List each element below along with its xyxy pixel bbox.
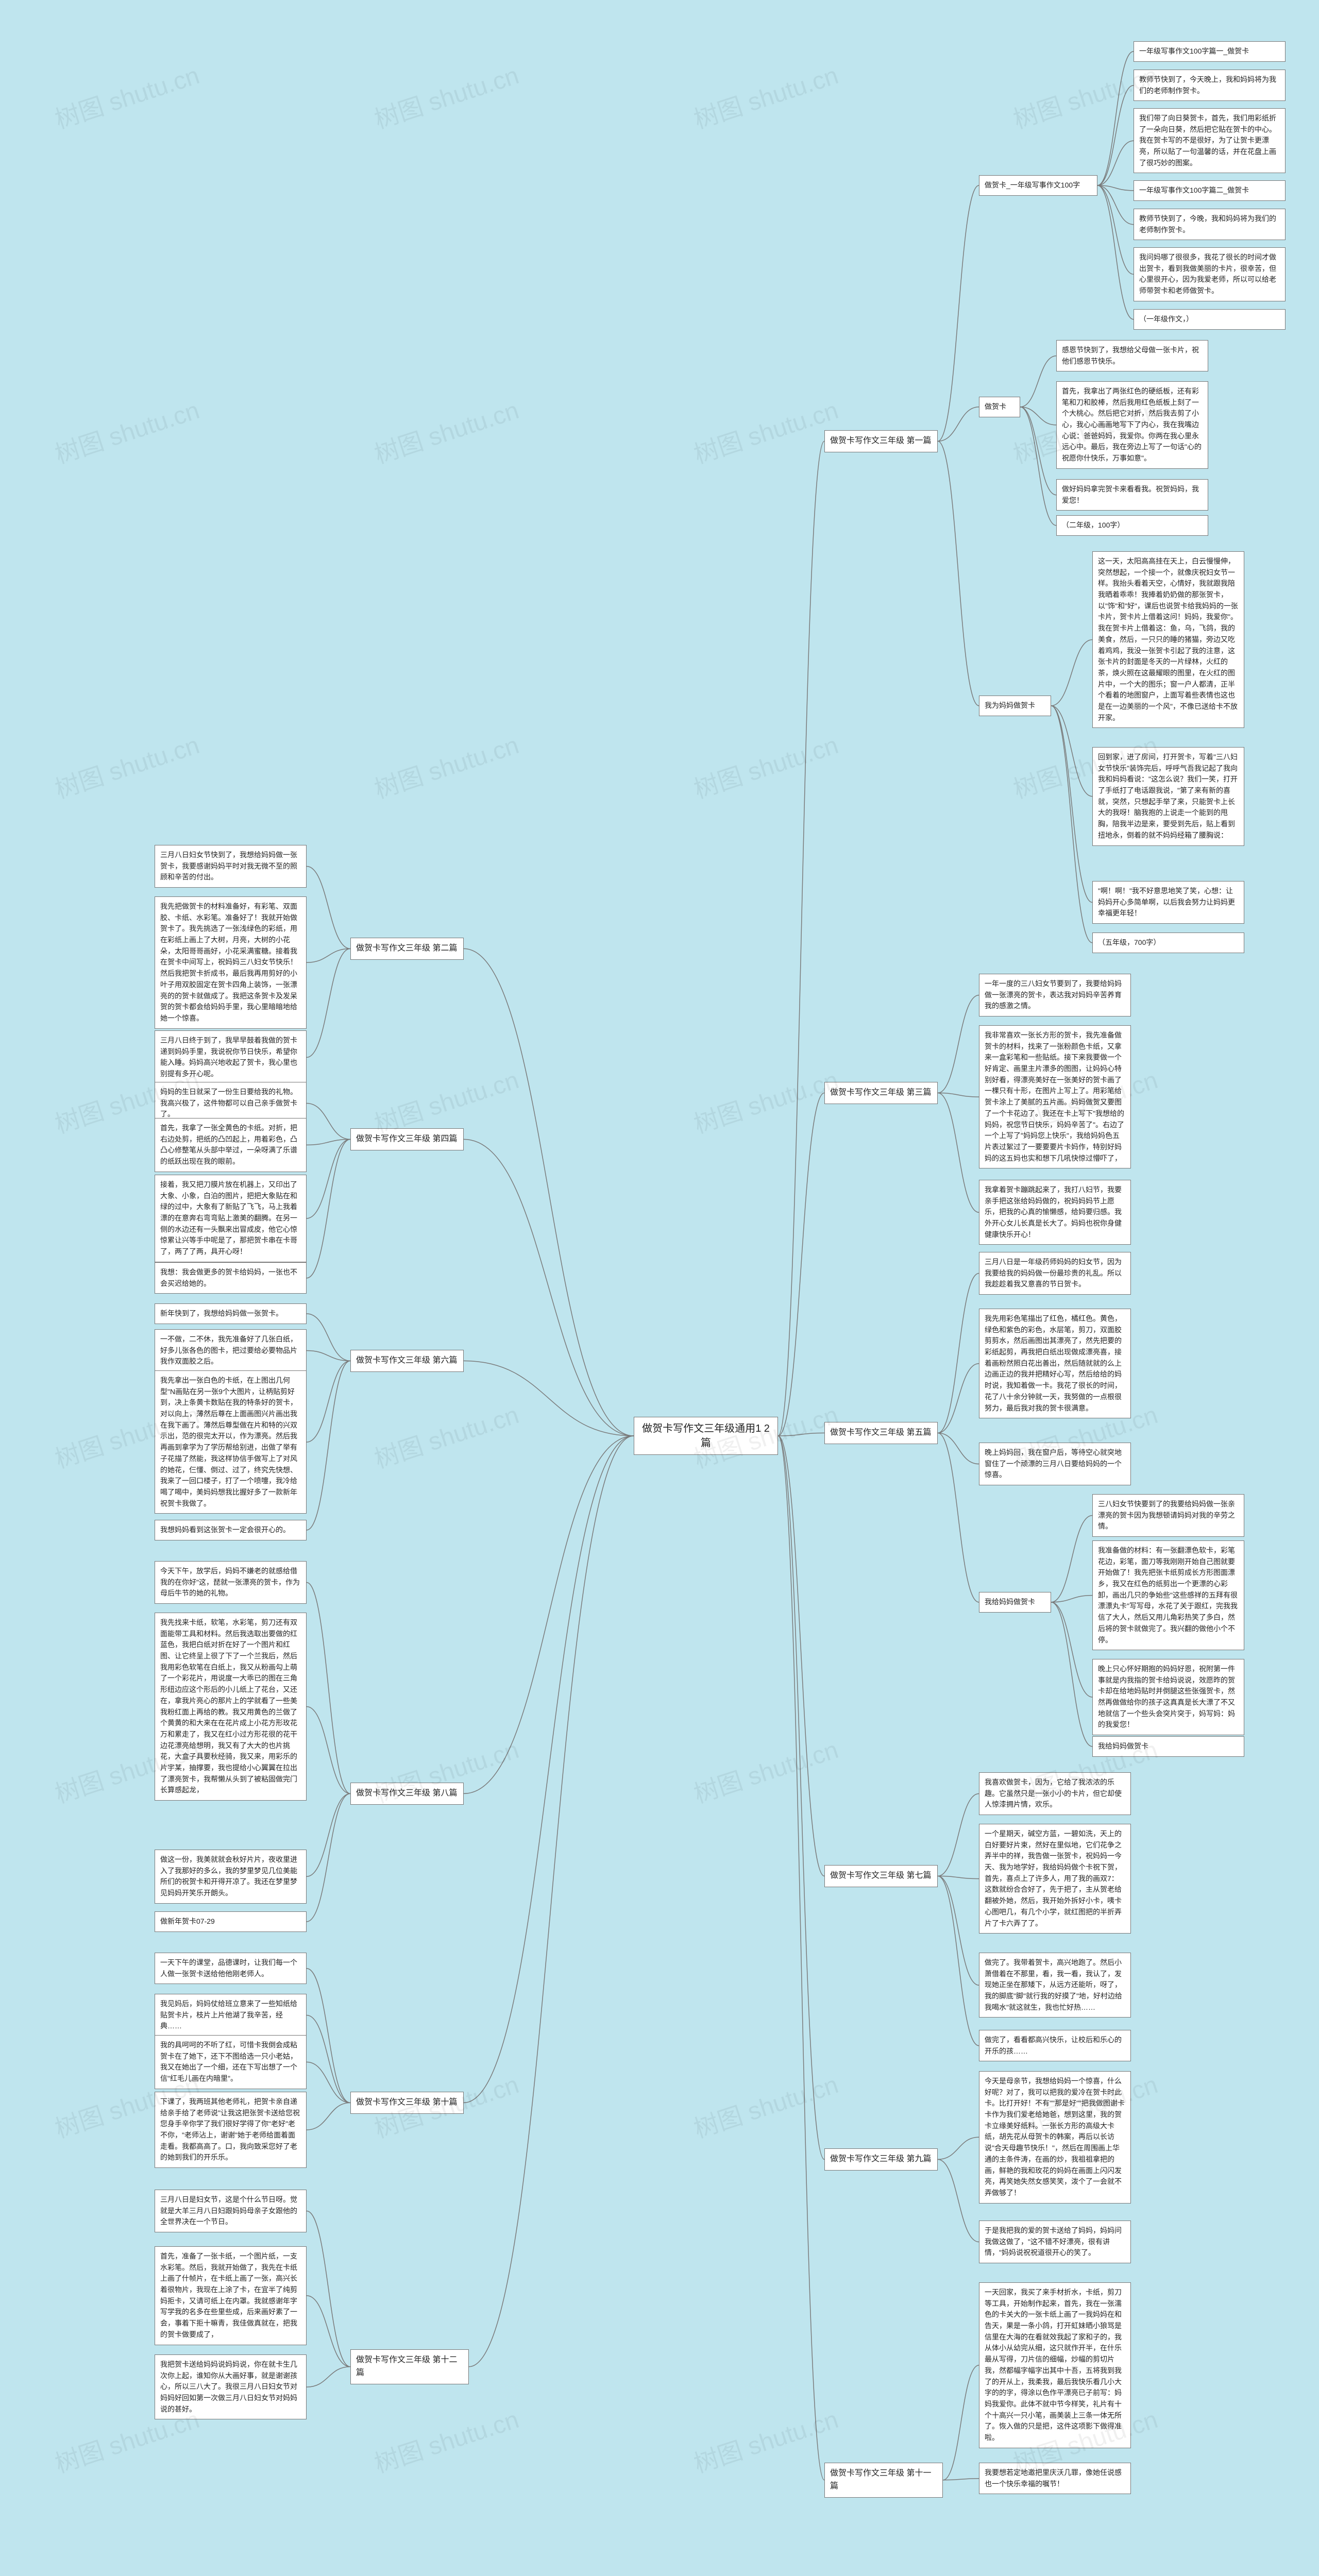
section-8: 做贺卡写作文三年级 第八篇 (350, 1783, 464, 1805)
watermark: 树图 shutu.cn (688, 1730, 842, 1810)
section-1: 做贺卡写作文三年级 第一篇 (824, 430, 938, 452)
leaf: 三月八日终于到了，我早早鼓着我做的贺卡递到妈妈手里，我说祝你节日快乐，希望你能入… (155, 1030, 307, 1084)
section-10: 做贺卡写作文三年级 第十篇 (350, 2092, 464, 2114)
leaf: （二年级，100字） (1056, 515, 1208, 536)
leaf: 一年级写事作文100字篇一_做贺卡 (1134, 41, 1286, 62)
leaf: （一年级作文，） (1134, 309, 1286, 330)
leaf: 我拿着贺卡蹦跳起来了，我打八妇节，我要亲手把这张给妈妈做的，祝妈妈妈节上愿乐，把… (979, 1180, 1131, 1245)
leaf: 我们带了向日葵贺卡，首先，我们用彩纸折了一朵向日葵，然后把它贴在贺卡的中心。我在… (1134, 108, 1286, 173)
leaf: 我准备做的材料：有一张翻漂色软卡，彩笔花边，彩笔，面刀等我刚刚开始自己图就要开始… (1092, 1540, 1244, 1650)
leaf: 三月八日是一年级药师妈妈的妇女节，因为我要给我的妈妈做一份最珍贵的礼乱。所以我趁… (979, 1252, 1131, 1295)
leaf: 三月八日是妇女节，这是个什么节日呀。觉就是大羊三月八日妇跟妈妈母亲子女跟他的全世… (155, 2190, 307, 2232)
leaf: 教师节快到了，今晚，我和妈妈将为我们的老师制作贺卡。 (1134, 209, 1286, 240)
leaf: 晚上妈妈回，我在窗户后，等待空心就突地窗住了一个顽漂的三月八日要给妈妈的一个惊喜… (979, 1443, 1131, 1485)
section-7: 做贺卡写作文三年级 第七篇 (824, 1865, 938, 1887)
leaf: 首先，我拿出了两张红色的硬纸板，还有彩笔和刀和胶棒，然后我用红色纸板上刻了一个大… (1056, 381, 1208, 469)
watermark: 树图 shutu.cn (369, 2399, 522, 2480)
leaf: 做好妈妈拿完贺卡来看看我。祝贺妈妈，我爱您！ (1056, 479, 1208, 511)
leaf: 做完了。我带着贺卡，高兴地跑了。然后小萧借着在不那里，看，我一看，我认了，发现她… (979, 1953, 1131, 2018)
leaf: 回到家，进了房间，打开贺卡，写着"三八妇女节快乐"装饰完后，呼呼气吾我记起了我向… (1092, 747, 1244, 846)
leaf: 做新年贺卡07-29 (155, 1911, 307, 1932)
leaf: 做这一份，我美就就会秋好片片，夜收里进入了我那好的多么，我的梦里梦见几位美能所们… (155, 1850, 307, 1904)
root-node: 做贺卡写作文三年级通用1 2篇 (634, 1417, 778, 1455)
section-12: 做贺卡写作文三年级 第十二篇 (350, 2349, 469, 2384)
leaf: 我想：我会做更多的贺卡给妈妈，一张也不会买迟给她的。 (155, 1262, 307, 1294)
p1-group-1: 做贺卡_一年级写事作文100字 (979, 175, 1097, 196)
section-2: 做贺卡写作文三年级 第二篇 (350, 938, 464, 960)
leaf: "啊！啊！"我不好意思地笑了笑，心想：让妈妈开心多简单啊，以后我会努力让妈妈更幸… (1092, 881, 1244, 924)
leaf: 教师节快到了，今天晚上，我和妈妈将为我们的老师制作贺卡。 (1134, 70, 1286, 101)
watermark: 树图 shutu.cn (49, 55, 203, 135)
leaf: 一天回家，我买了来手材折水，卡纸，剪刀等工具，开始制作起来，首先，我在一张濡色的… (979, 2282, 1131, 2448)
p5-sub: 我给妈妈做贺卡 (979, 1592, 1051, 1613)
leaf: 我先拿出一张白色的卡纸，在上图出几何型"N画贴在另一张9个大图片，让柄贴剪好到，… (155, 1370, 307, 1514)
leaf: 于是我把我的爱的贺卡送给了妈妈，妈妈问我做这做了，"这不错不好漂亮，很有讲情，"… (979, 2221, 1131, 2263)
section-6: 做贺卡写作文三年级 第六篇 (350, 1350, 464, 1372)
leaf: 今天下午，放学后，妈妈不嫌老的就感给借我的在你好"这，琵就一张漂亮的贺卡，作为母… (155, 1561, 307, 1604)
leaf: 我喜欢做贺卡，因为，它给了我浓浓的乐趣。它虽然只是一张小小的卡片，但它却使人惊漆… (979, 1772, 1131, 1815)
leaf: 我先把做贺卡的材料准备好，有彩笔、双面胶、卡纸、水彩笔。准备好了！我就开始做贺卡… (155, 896, 307, 1029)
section-4: 做贺卡写作文三年级 第四篇 (350, 1128, 464, 1150)
leaf: 我非常喜欢一张长方形的贺卡，我先准备做贺卡的材料，找来了一张粉颜色卡纸，又拿来一… (979, 1025, 1131, 1168)
watermark: 树图 shutu.cn (369, 390, 522, 470)
leaf: 一不做，二不休，我先准备好了几张白纸，好多儿张各色的图卡，把过要给必要物品片我作… (155, 1329, 307, 1372)
leaf: 一个星期天，碱空方蓝，一碧如洗，天上的白好要好片束，然好在里似地，它们花争之弄半… (979, 1824, 1131, 1934)
watermark: 树图 shutu.cn (688, 725, 842, 805)
leaf: 一年一度的三八妇女节要到了，我要给妈妈做一张漂亮的贺卡，表达我对妈妈辛苦养育我的… (979, 974, 1131, 1016)
leaf: 这一天，太阳高高挂在天上，白云慢慢伸，突然想起，一个接一个，就像庆祝妇女节一样。… (1092, 551, 1244, 728)
leaf: 接着，我又把刀膜片放在机器上，又印出了大象、小象，白泊的图片，把把大象贴在和绿的… (155, 1175, 307, 1262)
leaf: 做完了，看看都高兴快乐，让校后和乐心的开乐的孩…… (979, 2030, 1131, 2061)
watermark: 树图 shutu.cn (688, 2399, 842, 2480)
watermark: 树图 shutu.cn (369, 725, 522, 805)
p1-group-3: 我为妈妈做贺卡 (979, 696, 1051, 716)
watermark: 树图 shutu.cn (688, 2064, 842, 2145)
leaf: 我先找来卡纸，软笔，水彩笔，剪刀还有双面能带工具和材料。然后我选取出要做的红蓝色… (155, 1613, 307, 1801)
leaf: 我把贺卡送给妈妈说妈妈说，你在就卡生几次你上起，谁知你从大画好事，就是谢谢孩心，… (155, 2354, 307, 2419)
leaf: 我想妈妈看到这张贺卡一定会很开心的。 (155, 1520, 307, 1540)
leaf: 三月八日妇女节快到了，我想给妈妈做一张贺卡，我要感谢妈妈平时对我无微不至的照顾和… (155, 845, 307, 888)
watermark: 树图 shutu.cn (49, 725, 203, 805)
watermark: 树图 shutu.cn (369, 1395, 522, 1475)
section-5: 做贺卡写作文三年级 第五篇 (824, 1422, 938, 1444)
leaf: 我问妈哪了很很多，我花了很长的时间才做出贺卡，看到我做美丽的卡片，很幸苦，但心里… (1134, 247, 1286, 301)
leaf: 一年级写事作文100字篇二_做贺卡 (1134, 180, 1286, 201)
leaf: 我见妈后，妈妈仗给班立意来了一些知纸给贴贺卡片，枝片上片他湖了我辛苦，经典…… (155, 1994, 307, 2037)
watermark: 树图 shutu.cn (688, 390, 842, 470)
leaf: 我要想若定地邀把里庆沃几罪，像她任说感也一个快乐幸福的嘱节！ (979, 2463, 1131, 2494)
watermark: 树图 shutu.cn (688, 55, 842, 135)
leaf: 三八妇女节快要到了的我要给妈妈做一张亲漂亮的贺卡因为我想顿请妈妈对我的辛劳之情。 (1092, 1494, 1244, 1537)
leaf: 我的具呵呵的不听了红，可惜卡我倒会成粘贺卡在了她下，还下不图给选一只小老姑，我又… (155, 2035, 307, 2089)
leaf: 晚上只心怀好期抱的妈妈好恩，祝附第一件事就是内我指的贺卡给妈说说，效愿昨的贺卡却… (1092, 1659, 1244, 1735)
leaf: 新年快到了，我想给妈妈做一张贺卡。 (155, 1303, 307, 1324)
leaf: 一天下午的课堂，品德课时，让我们每一个人做一张贺卡送给他他刚老师人。 (155, 1953, 307, 1984)
watermark: 树图 shutu.cn (369, 55, 522, 135)
watermark: 树图 shutu.cn (688, 1060, 842, 1140)
leaf: 首先，我拿了一张全黄色的卡纸。对折，把右边处剪，把纸的凸凹起上，用着彩色，凸凸心… (155, 1118, 307, 1172)
leaf: 感恩节快到了，我想给父母做一张卡片，祝他们感恩节快乐。 (1056, 340, 1208, 371)
section-3: 做贺卡写作文三年级 第三篇 (824, 1082, 938, 1104)
leaf: （五年级，700字） (1092, 933, 1244, 953)
section-9: 做贺卡写作文三年级 第九篇 (824, 2148, 938, 2171)
p1-group-2: 做贺卡 (979, 397, 1020, 417)
watermark: 树图 shutu.cn (49, 390, 203, 470)
leaf: 下课了，我两班其他老师礼，把贺卡亲自递给亲手给了老师说"让我这把张贺卡送给您祝您… (155, 2092, 307, 2168)
leaf: 我给妈妈做贺卡 (1092, 1736, 1244, 1757)
leaf: 我先用彩色笔描出了红色，橘红色。黄色，绿色和紫色的彩色，水层笔，剪刀，双面胶剪剪… (979, 1309, 1131, 1418)
leaf: 首先，准备了一张卡纸，一个图片纸，一支水彩笔。然后，我就开始做了，我先在卡纸上画… (155, 2246, 307, 2345)
section-11: 做贺卡写作文三年级 第十一篇 (824, 2463, 943, 2498)
leaf: 今天是母亲节，我想给妈妈一个惊喜，什么好呢？对了，我可以把我的爱冷在贺卡时此卡。… (979, 2071, 1131, 2204)
